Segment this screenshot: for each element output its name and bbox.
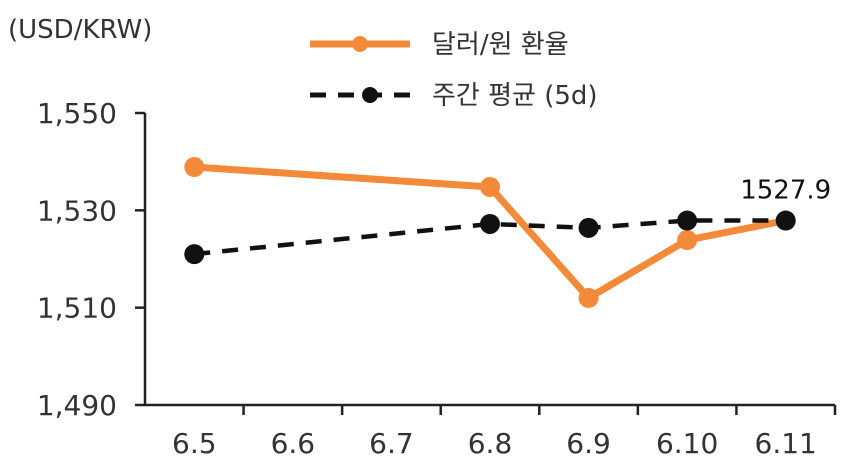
y-tick-label: 1,490	[37, 389, 117, 422]
x-tick-label: 6.10	[656, 427, 718, 460]
legend-item-weekly-average: 주간 평균 (5d)	[310, 81, 598, 111]
y-tick-label: 1,510	[37, 292, 117, 325]
legend-marker-exchange-rate	[352, 36, 368, 52]
axes	[143, 113, 835, 407]
point-exchange-rate	[677, 230, 698, 251]
x-tick-label: 6.6	[271, 427, 316, 460]
x-axis-ticks: 6.5 6.6 6.7 6.8 6.9 6.10 6.11	[172, 405, 837, 460]
series-layer	[184, 157, 796, 308]
data-labels: 1527.9	[740, 176, 831, 206]
x-tick-label: 6.9	[566, 427, 611, 460]
point-weekly-average	[184, 244, 205, 265]
x-tick-label: 6.8	[468, 427, 513, 460]
legend-label-weekly-average: 주간 평균 (5d)	[432, 81, 598, 111]
data-label-last-value: 1527.9	[740, 176, 831, 206]
y-axis-ticks: 1,490 1,510 1,530 1,550	[37, 97, 145, 422]
point-exchange-rate	[578, 287, 599, 308]
point-exchange-rate	[480, 176, 500, 197]
y-unit-label: (USD/KRW)	[8, 15, 152, 45]
point-weekly-average	[480, 213, 500, 234]
legend-item-exchange-rate: 달러/원 환율	[310, 30, 569, 60]
y-tick-label: 1,530	[37, 194, 117, 227]
point-weekly-average	[578, 217, 599, 238]
point-weekly-average	[677, 210, 698, 231]
y-tick-label: 1,550	[37, 97, 117, 130]
legend: 달러/원 환율 주간 평균 (5d)	[310, 30, 598, 111]
x-tick-label: 6.11	[755, 427, 817, 460]
point-weekly-average	[775, 210, 796, 231]
legend-label-exchange-rate: 달러/원 환율	[432, 30, 569, 60]
x-tick-label: 6.7	[369, 427, 414, 460]
x-tick-label: 6.5	[172, 427, 217, 460]
point-exchange-rate	[184, 157, 205, 178]
legend-marker-weekly-average	[362, 87, 378, 103]
